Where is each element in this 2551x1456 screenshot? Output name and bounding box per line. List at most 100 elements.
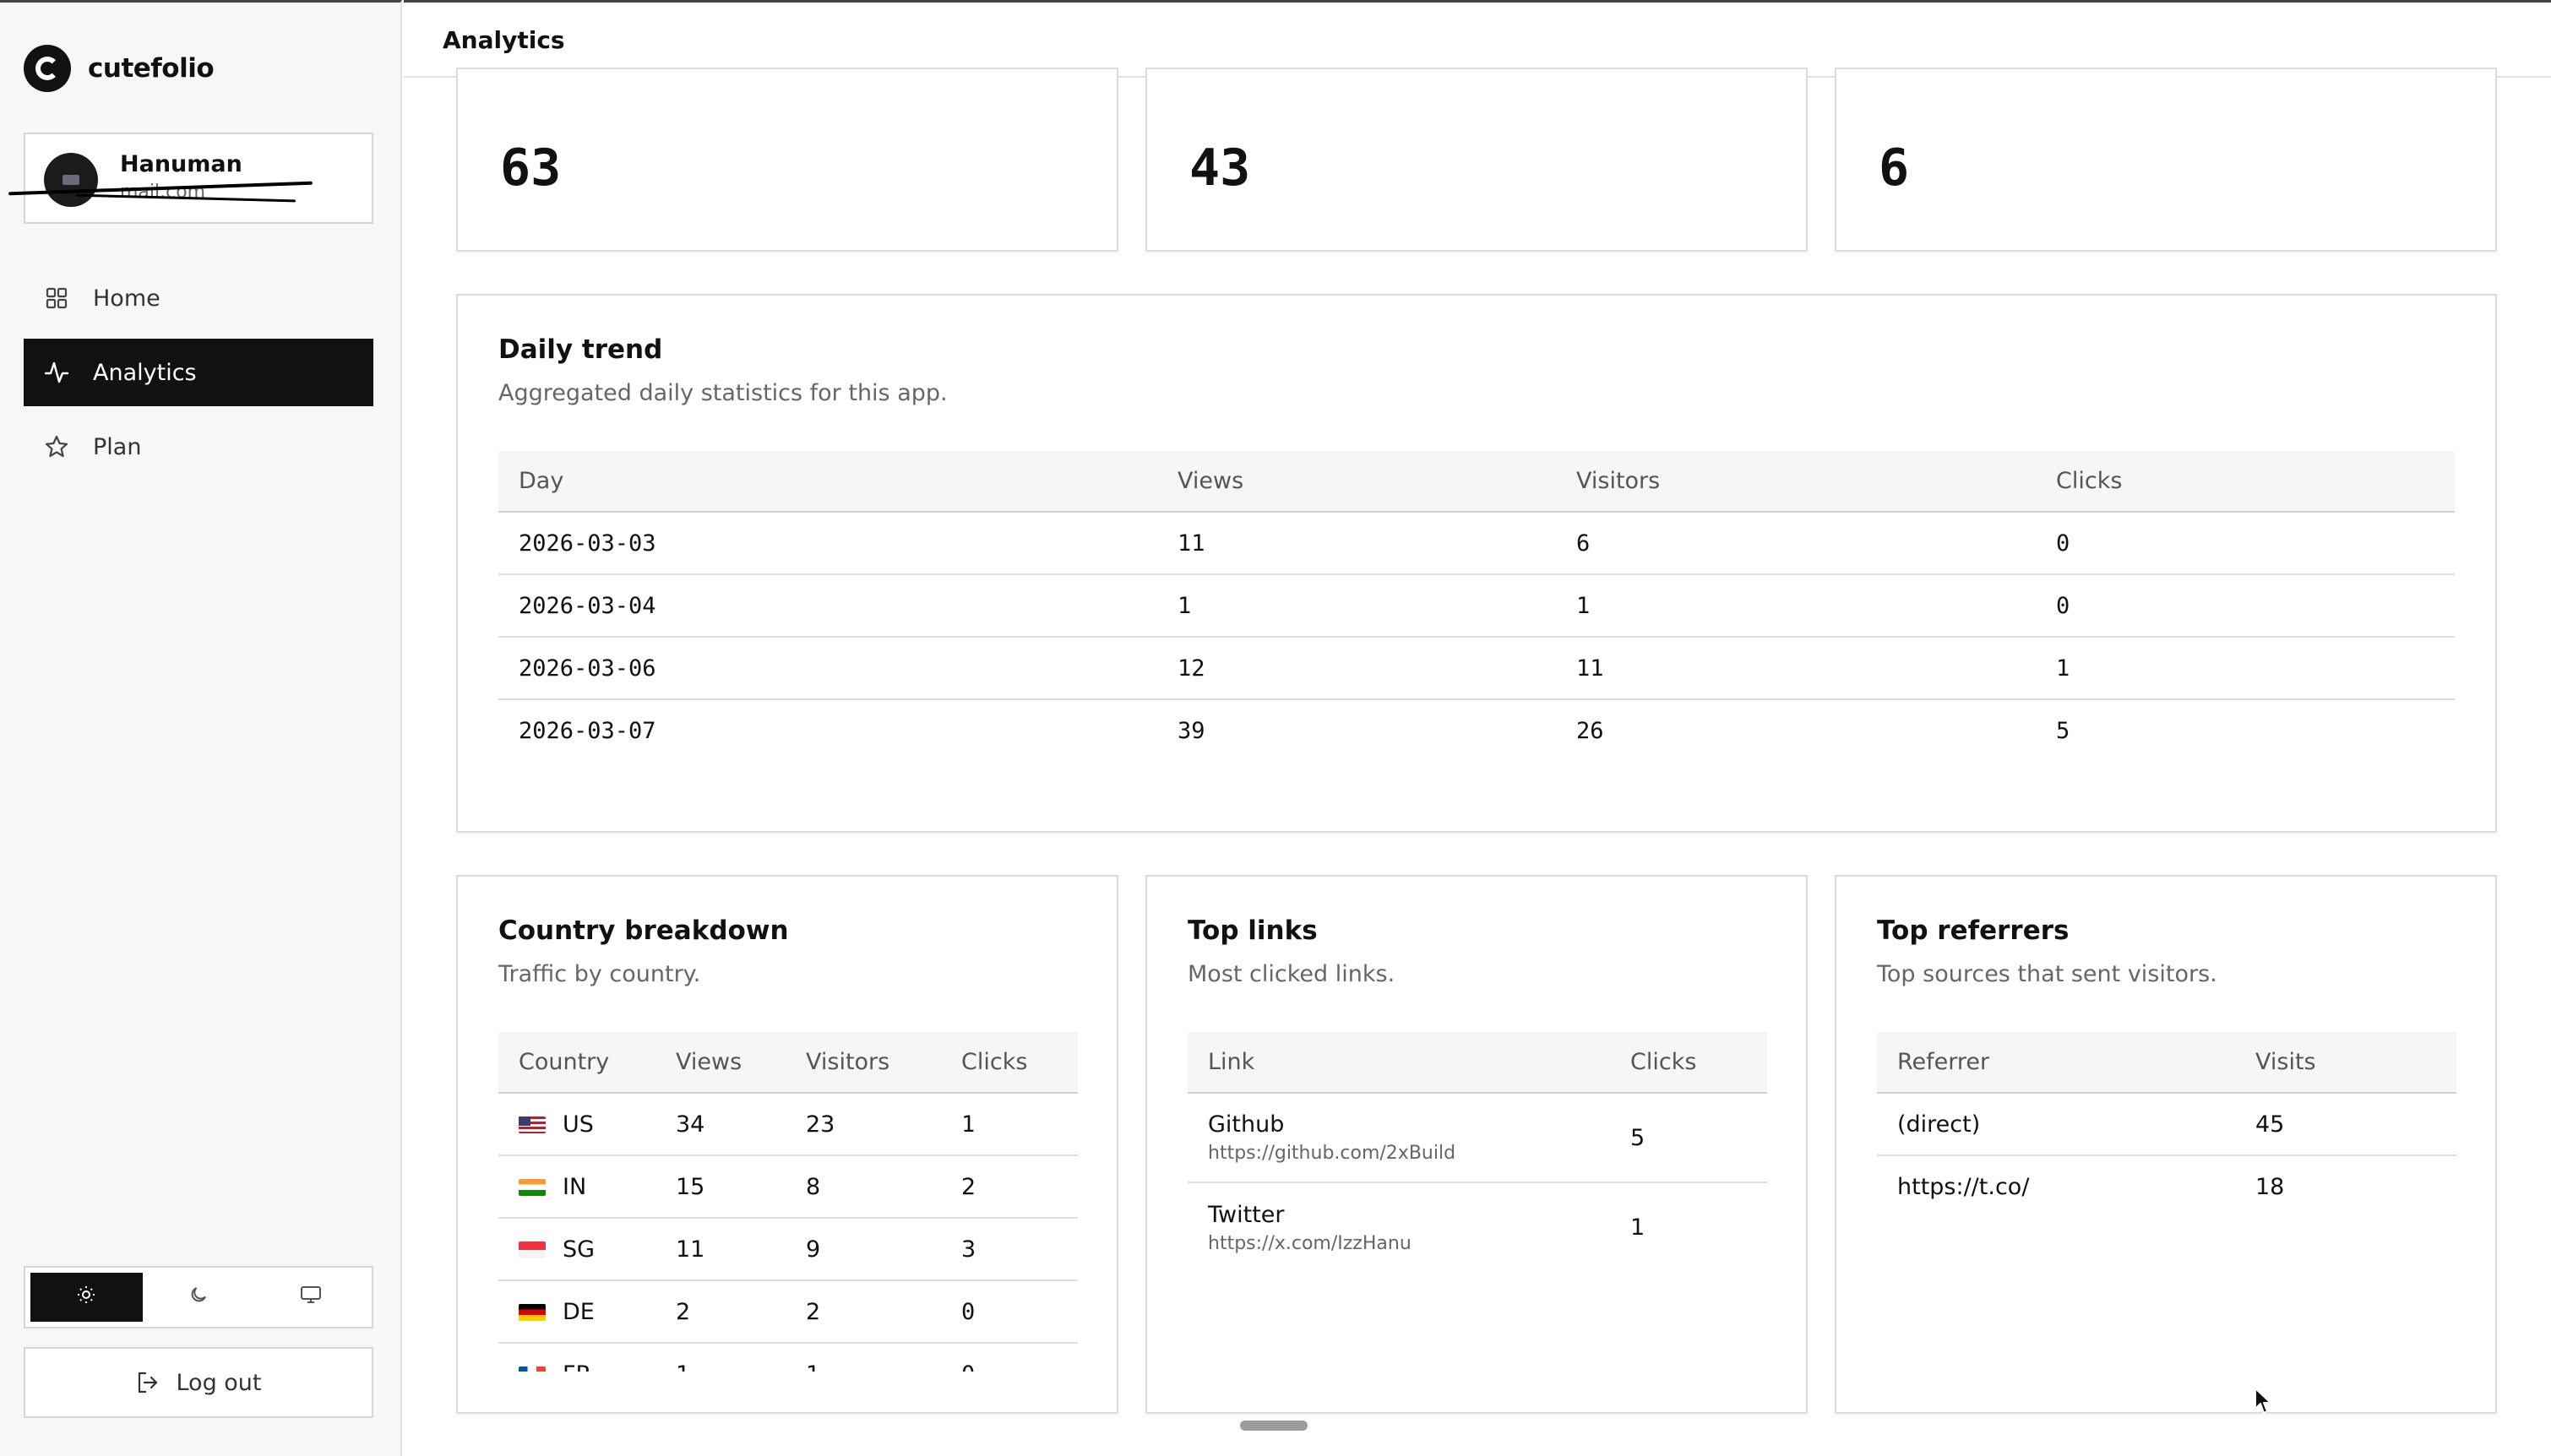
sg-flag-icon <box>519 1241 546 1258</box>
table-cell: 8 <box>786 1155 941 1219</box>
card-subtitle: Most clicked links. <box>1188 961 1395 987</box>
sidebar-item-home[interactable]: Home <box>24 264 373 332</box>
theme-light-button[interactable] <box>30 1273 143 1322</box>
page-title: Analytics <box>443 26 565 54</box>
grid-icon <box>44 285 69 311</box>
daily-trend-table: Day Views Visitors Clicks 2026-03-03 11 … <box>498 451 2455 762</box>
sidebar-item-label: Analytics <box>93 359 197 386</box>
column-header: Referrer <box>1877 1032 2235 1094</box>
activity-icon <box>44 360 69 385</box>
country-table: Country Views Visitors Clicks US 34 23 1… <box>498 1032 1078 1372</box>
top-referrers-table: Referrer Visits (direct) 45 https://t.co… <box>1877 1032 2456 1218</box>
table-cell: Github https://github.com/2xBuild <box>1188 1093 1610 1183</box>
table-header-row: Day Views Visitors Clicks <box>498 451 2455 513</box>
card-subtitle: Top sources that sent visitors. <box>1877 961 2217 987</box>
column-header: Day <box>498 451 1157 513</box>
monitor-icon <box>300 1285 322 1310</box>
sidebar-nav: Home Analytics Plan <box>24 264 373 487</box>
moon-icon <box>188 1285 209 1310</box>
us-flag-icon <box>519 1116 546 1133</box>
table-row: Twitter https://x.com/IzzHanu 1 <box>1188 1182 1767 1272</box>
sidebar-item-plan[interactable]: Plan <box>24 413 373 481</box>
table-cell: 1 <box>1556 574 2036 638</box>
table-cell: FR <box>498 1343 655 1372</box>
table-cell: 2 <box>786 1280 941 1344</box>
table-cell: 1 <box>655 1343 786 1372</box>
table-cell: 2026-03-03 <box>498 512 1157 575</box>
stat-card-views: 63 <box>456 68 1118 252</box>
table-cell: 0 <box>941 1280 1078 1344</box>
link-label[interactable]: Github <box>1208 1111 1285 1138</box>
country-table-scroll[interactable]: Country Views Visitors Clicks US 34 23 1… <box>498 1032 1078 1372</box>
table-cell: 5 <box>1610 1093 1767 1183</box>
table-row: SG 11 9 3 <box>498 1218 1078 1281</box>
card-title: Top referrers <box>1877 915 2070 946</box>
stat-value: 43 <box>1189 139 1251 198</box>
top-links-card: Top links Most clicked links. Link Click… <box>1145 875 1808 1414</box>
table-cell: 26 <box>1576 718 1604 744</box>
card-subtitle: Aggregated daily statistics for this app… <box>498 380 948 406</box>
link-url[interactable]: https://x.com/IzzHanu <box>1208 1232 1411 1254</box>
table-cell: 2026-03-06 <box>498 637 1157 700</box>
table-cell: IN <box>498 1155 655 1219</box>
card-title: Daily trend <box>498 334 663 365</box>
sun-icon <box>76 1285 96 1310</box>
table-cell: 34 <box>655 1093 786 1156</box>
logout-icon <box>135 1370 160 1395</box>
user-card[interactable]: Hanuman mail.com <box>8 133 373 224</box>
logout-label: Log out <box>176 1369 262 1396</box>
table-header-row: Link Clicks <box>1188 1032 1767 1094</box>
logout-button[interactable]: Log out <box>24 1347 373 1418</box>
table-cell: 15 <box>655 1155 786 1219</box>
card-subtitle: Traffic by country. <box>498 961 701 987</box>
daily-trend-card: Daily trend Aggregated daily statistics … <box>456 294 2497 833</box>
table-row: 2026-03-07 39 26 5 <box>498 699 2455 762</box>
logo-icon <box>24 45 71 92</box>
card-title: Top links <box>1188 915 1318 946</box>
table-cell: 12 <box>1157 637 1556 700</box>
table-cell: 2 <box>941 1155 1078 1219</box>
stat-card-visitors: 43 <box>1145 68 1808 252</box>
table-cell: 5 <box>2056 718 2070 744</box>
table-row: 2026-03-06 12 11 1 <box>498 637 2455 700</box>
column-header: Views <box>655 1032 786 1094</box>
link-url[interactable]: https://github.com/2xBuild <box>1208 1143 1456 1164</box>
link-label[interactable]: Twitter <box>1208 1201 1285 1228</box>
scroll-handle[interactable] <box>1240 1421 1308 1431</box>
mouse-cursor-icon <box>2254 1387 2274 1419</box>
column-header: Country <box>498 1032 655 1094</box>
table-cell: 1 <box>941 1093 1078 1156</box>
sidebar: cutefolio Hanuman mail.com Home Analyti <box>0 0 402 1456</box>
sidebar-item-analytics[interactable]: Analytics <box>24 339 373 406</box>
table-cell: 18 <box>2255 1174 2285 1200</box>
star-icon <box>44 434 69 459</box>
table-row: FR 1 1 0 <box>498 1343 1078 1372</box>
table-cell: Twitter https://x.com/IzzHanu <box>1188 1182 1610 1272</box>
theme-system-button[interactable] <box>254 1273 367 1322</box>
table-cell: 6 <box>1556 512 2036 575</box>
stat-card-clicks: 6 <box>1835 68 2497 252</box>
country-breakdown-card: Country breakdown Traffic by country. Co… <box>456 875 1118 1414</box>
stat-value: 63 <box>500 139 562 198</box>
table-cell: 45 <box>2235 1093 2456 1156</box>
table-header-row: Country Views Visitors Clicks <box>498 1032 1078 1094</box>
app-name: cutefolio <box>88 53 215 84</box>
table-cell: 1 <box>2036 637 2455 700</box>
column-header: Visitors <box>786 1032 941 1094</box>
table-cell: (direct) <box>1877 1093 2235 1156</box>
fr-flag-icon <box>519 1366 546 1372</box>
theme-toggle <box>24 1266 373 1328</box>
app-logo[interactable]: cutefolio <box>24 45 215 92</box>
table-cell: 11 <box>1556 637 2036 700</box>
table-cell: 2026-03-07 <box>519 718 656 744</box>
theme-dark-button[interactable] <box>143 1273 255 1322</box>
top-referrers-card: Top referrers Top sources that sent visi… <box>1835 875 2497 1414</box>
table-row: 2026-03-04 1 1 0 <box>498 574 2455 638</box>
table-cell: 39 <box>1178 718 1205 744</box>
table-cell: US <box>498 1093 655 1156</box>
column-header: Clicks <box>1610 1032 1767 1094</box>
table-cell: 1 <box>786 1343 941 1372</box>
table-cell[interactable]: https://t.co/ <box>1897 1174 2030 1200</box>
avatar <box>44 153 98 207</box>
column-header: Views <box>1157 451 1556 513</box>
